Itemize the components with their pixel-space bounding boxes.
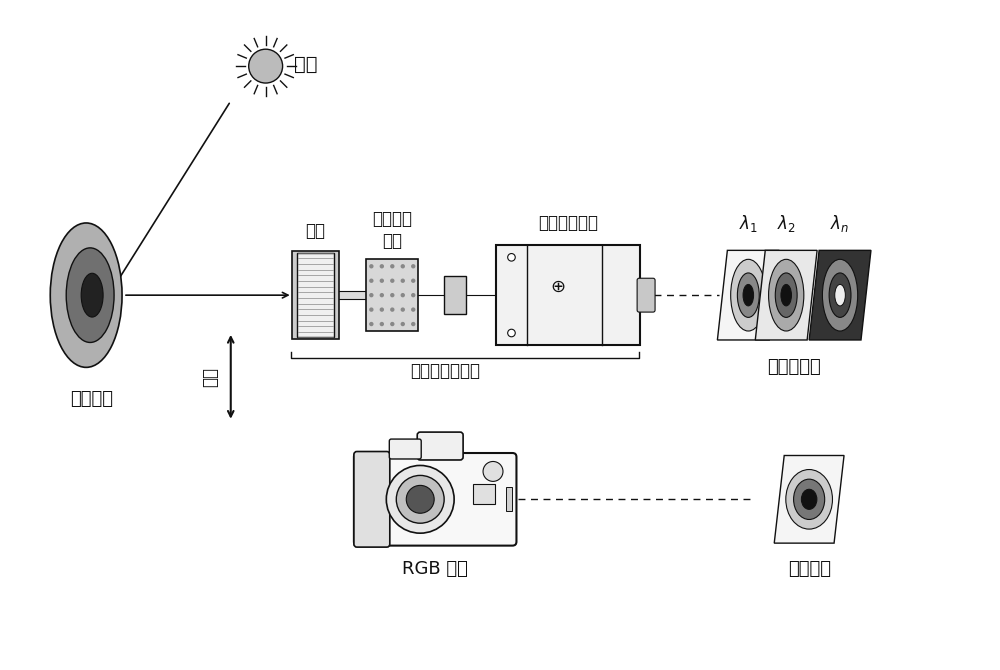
Circle shape [369, 322, 374, 326]
Circle shape [369, 264, 374, 269]
Bar [292, 251, 339, 340]
Text: 彩色图像: 彩色图像 [788, 560, 831, 578]
Circle shape [411, 308, 415, 312]
FancyBboxPatch shape [417, 432, 463, 460]
Ellipse shape [835, 284, 845, 306]
Bar [496, 245, 640, 345]
Circle shape [369, 308, 374, 312]
Bar [333, 291, 367, 299]
Ellipse shape [66, 248, 114, 342]
Text: ⊕: ⊕ [550, 278, 565, 296]
Text: 多光谱图像: 多光谱图像 [767, 358, 821, 376]
FancyBboxPatch shape [354, 453, 516, 545]
Circle shape [380, 264, 384, 269]
Circle shape [401, 322, 405, 326]
Circle shape [380, 279, 384, 283]
Bar [444, 276, 466, 314]
Circle shape [386, 466, 454, 533]
Text: · · ·: · · · [798, 281, 827, 299]
Circle shape [390, 293, 394, 297]
Circle shape [401, 293, 405, 297]
Text: 工业单色相机: 工业单色相机 [538, 214, 598, 232]
Ellipse shape [781, 284, 791, 306]
Circle shape [508, 329, 515, 337]
Circle shape [483, 462, 503, 481]
Circle shape [380, 308, 384, 312]
Circle shape [390, 264, 394, 269]
Ellipse shape [775, 273, 797, 318]
Ellipse shape [50, 223, 122, 367]
Bar [297, 253, 334, 338]
Text: $\lambda_1$: $\lambda_1$ [739, 214, 758, 234]
Circle shape [411, 293, 415, 297]
Bar [366, 259, 418, 331]
Text: 切换: 切换 [201, 367, 219, 387]
Circle shape [380, 293, 384, 297]
Ellipse shape [769, 259, 804, 331]
Text: 可调谐滤
波器: 可调谐滤 波器 [372, 210, 412, 251]
Ellipse shape [829, 273, 851, 318]
Ellipse shape [794, 479, 825, 519]
Circle shape [380, 322, 384, 326]
Circle shape [411, 322, 415, 326]
Circle shape [411, 264, 415, 269]
Circle shape [406, 485, 434, 513]
FancyBboxPatch shape [389, 439, 421, 459]
Circle shape [401, 279, 405, 283]
FancyBboxPatch shape [637, 278, 655, 312]
Polygon shape [717, 251, 779, 340]
Ellipse shape [81, 273, 103, 317]
Polygon shape [809, 251, 871, 340]
Circle shape [396, 476, 444, 523]
Bar [473, 484, 495, 505]
Text: 镜头: 镜头 [306, 222, 326, 240]
Text: 多光谱成像装置: 多光谱成像装置 [410, 362, 480, 380]
Text: 光源: 光源 [294, 55, 317, 74]
Ellipse shape [731, 259, 766, 331]
Ellipse shape [801, 489, 817, 509]
Circle shape [369, 293, 374, 297]
Circle shape [401, 264, 405, 269]
Circle shape [401, 308, 405, 312]
Circle shape [411, 279, 415, 283]
Ellipse shape [737, 273, 759, 318]
Circle shape [390, 322, 394, 326]
Ellipse shape [822, 259, 858, 331]
Circle shape [369, 279, 374, 283]
Circle shape [508, 253, 515, 261]
Text: $\lambda_2$: $\lambda_2$ [777, 214, 796, 234]
Text: $\lambda_n$: $\lambda_n$ [830, 214, 850, 234]
Circle shape [390, 279, 394, 283]
Polygon shape [774, 456, 844, 543]
Ellipse shape [786, 470, 832, 529]
Text: 拍摄物体: 拍摄物体 [70, 390, 113, 408]
Circle shape [390, 308, 394, 312]
Circle shape [249, 49, 283, 83]
Bar [506, 487, 512, 511]
Text: RGB 相机: RGB 相机 [402, 559, 468, 578]
FancyBboxPatch shape [354, 452, 390, 547]
Polygon shape [755, 251, 817, 340]
Ellipse shape [743, 284, 754, 306]
